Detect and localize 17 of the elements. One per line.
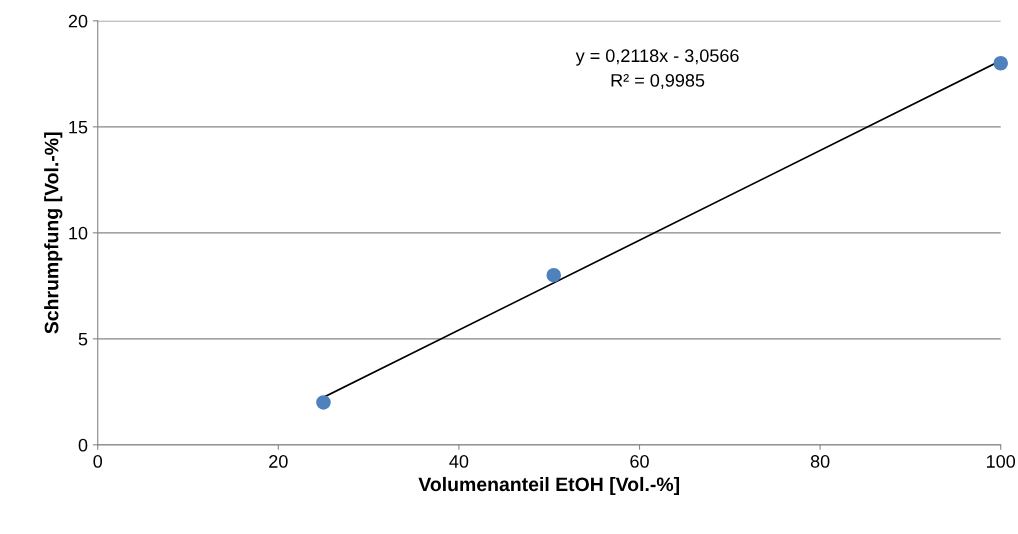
x-axis-title: Volumenanteil EtOH [Vol.-%] (418, 476, 680, 496)
y-tick-label: 5 (78, 332, 88, 346)
y-axis-title: Schrumpfung [Vol.-%] (44, 132, 63, 334)
y-tick-label: 15 (69, 120, 88, 134)
x-tick-label: 20 (269, 455, 288, 468)
point (546, 267, 562, 283)
y-tick-label: 0 (78, 438, 88, 452)
point (316, 395, 331, 410)
point (993, 55, 1008, 71)
x-tick-label: 0 (93, 455, 103, 468)
x-tick-label: 60 (630, 455, 649, 468)
y-tick-label: 10 (69, 226, 88, 240)
x-tick-label: 80 (810, 455, 830, 468)
annotation: y = 0,2118x - 3,0566 R² = 0,9985 (575, 49, 739, 89)
x-tick-label: 100 (987, 455, 1016, 468)
y-tick-label: 20 (68, 14, 88, 28)
x-tick-label: 40 (449, 455, 469, 468)
